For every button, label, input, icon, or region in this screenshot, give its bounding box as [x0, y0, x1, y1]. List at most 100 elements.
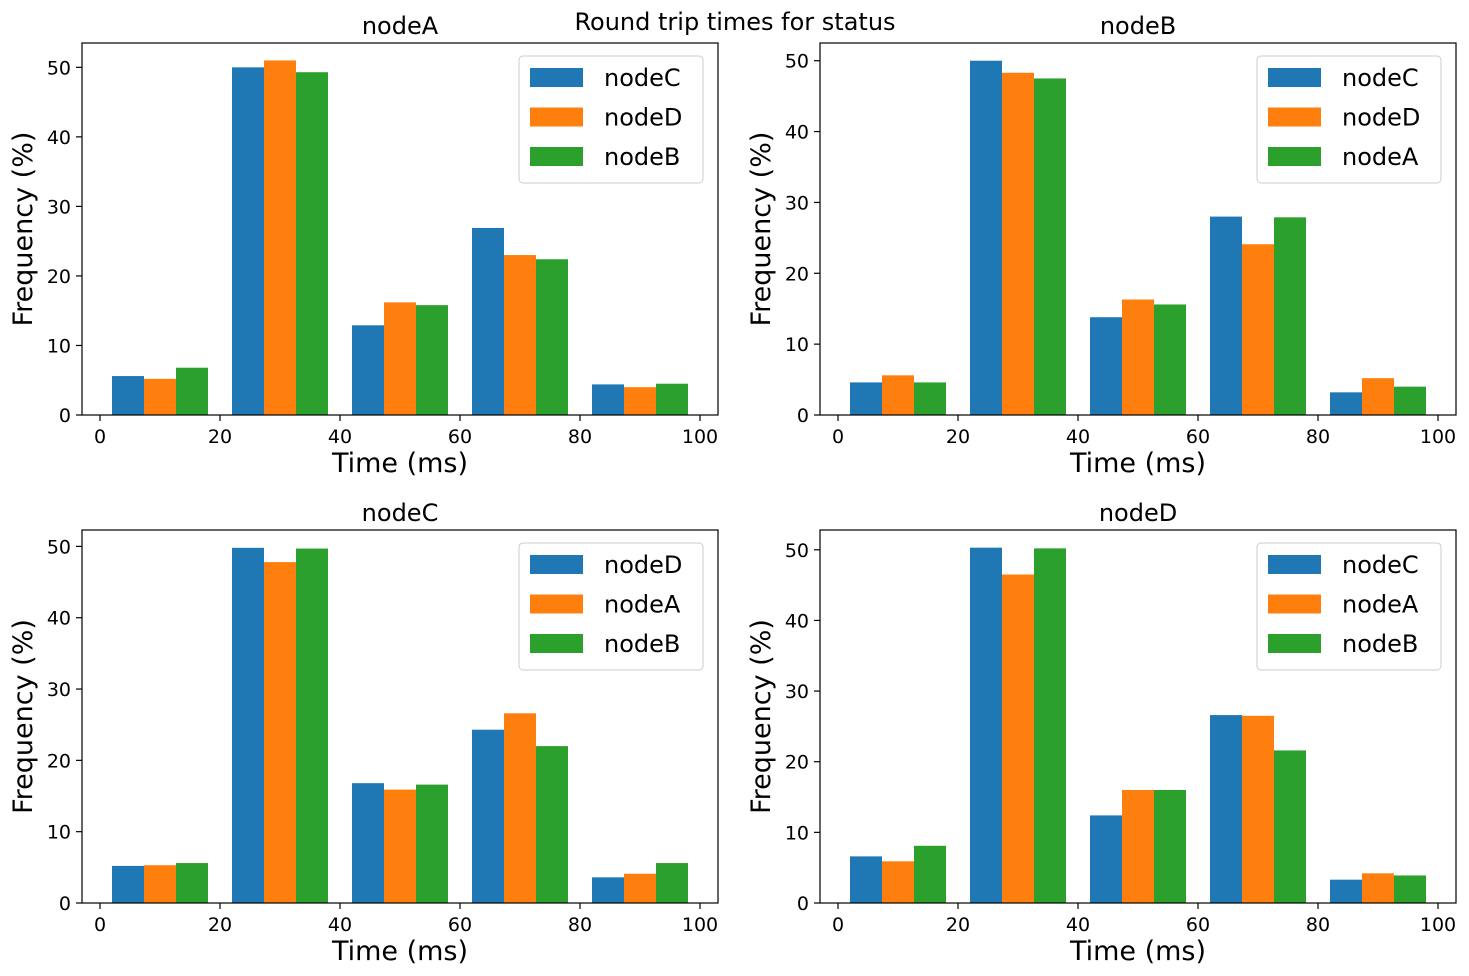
legend: nodeC nodeD nodeB: [518, 55, 704, 184]
bar-nodeA-bin-3: [1122, 789, 1154, 903]
bar-nodeC-bin-4: [1210, 216, 1242, 415]
legend-swatch-nodeC: [1268, 555, 1321, 574]
subplot-nodeA: 0 20 40 60 80 100 0 10 20 30 40 50 nodeA Time (ms) Fre…: [8, 12, 719, 479]
bar-nodeB-bin-5: [656, 383, 688, 415]
legend-label-nodeB: nodeB: [604, 143, 680, 171]
legend-swatch-nodeB: [530, 147, 583, 166]
bar-nodeB-bin-2: [296, 72, 328, 415]
bar-nodeA-bin-2: [264, 562, 296, 903]
x-tick-label: 0: [94, 914, 106, 936]
bar-nodeB-bin-2: [296, 548, 328, 903]
y-tick-label: 20: [785, 263, 809, 285]
legend-swatch-nodeB: [530, 634, 583, 653]
legend-label-nodeB: nodeB: [1342, 630, 1418, 658]
x-tick-label: 80: [1306, 426, 1330, 448]
bar-nodeA-bin-1: [144, 865, 176, 903]
bar-nodeD-bin-5: [624, 387, 656, 415]
bar-nodeD-bin-3: [1122, 299, 1154, 415]
bar-nodeD-bin-4: [504, 255, 536, 415]
y-tick-label: 40: [785, 122, 809, 144]
figure-suptitle: Round trip times for status: [574, 8, 895, 36]
bar-nodeA-bin-1: [914, 382, 946, 415]
x-axis-label: Time (ms): [1069, 936, 1206, 967]
x-tick-label: 20: [946, 426, 970, 448]
y-tick-label: 50: [47, 536, 71, 558]
bar-nodeB-bin-5: [656, 863, 688, 903]
bar-nodeA-bin-2: [1002, 574, 1034, 903]
subplot-title: nodeA: [362, 12, 439, 40]
x-tick-label: 40: [328, 426, 352, 448]
bar-nodeD-bin-2: [1002, 72, 1034, 415]
x-tick-label: 20: [946, 914, 970, 936]
legend-label-nodeD: nodeD: [1342, 104, 1420, 132]
legend-swatch-nodeA: [530, 594, 583, 614]
y-tick-label: 20: [47, 750, 71, 772]
bar-nodeD-bin-1: [882, 375, 914, 415]
y-tick-label: 0: [797, 405, 809, 427]
bar-nodeC-bin-1: [850, 382, 882, 415]
legend-swatch-nodeC: [530, 68, 583, 87]
subplot-nodeC: 0 20 40 60 80 100 0 10 20 30 40 50 nodeC Time (ms) Fre…: [8, 499, 719, 967]
x-tick-label: 60: [448, 426, 472, 448]
bar-nodeC-bin-2: [970, 60, 1002, 416]
x-tick-label: 80: [568, 914, 592, 936]
bar-nodeA-bin-3: [384, 789, 416, 903]
x-tick-label: 40: [1066, 914, 1090, 936]
bar-nodeD-bin-1: [144, 378, 176, 415]
x-tick-label: 0: [94, 426, 106, 448]
x-tick-label: 20: [208, 914, 232, 936]
bar-nodeB-bin-4: [536, 259, 568, 415]
x-tick-label: 100: [682, 914, 718, 936]
x-tick-label: 100: [1420, 426, 1456, 448]
y-tick-label: 10: [47, 335, 71, 357]
x-tick-label: 100: [682, 426, 718, 448]
y-tick-label: 30: [47, 679, 71, 701]
bar-nodeD-bin-2: [264, 60, 296, 415]
bar-nodeD-bin-4: [1242, 244, 1274, 415]
bar-nodeB-bin-5: [1394, 875, 1426, 903]
legend-label-nodeB: nodeB: [604, 630, 680, 658]
bar-nodeD-bin-1: [112, 865, 144, 903]
x-tick-label: 20: [208, 426, 232, 448]
bar-nodeC-bin-4: [472, 227, 504, 415]
y-tick-label: 50: [785, 540, 809, 562]
bar-nodeC-bin-3: [352, 325, 384, 415]
bar-nodeB-bin-4: [1274, 750, 1306, 903]
bar-nodeD-bin-5: [1362, 378, 1394, 415]
y-tick-label: 10: [785, 822, 809, 844]
bar-nodeC-bin-3: [1090, 317, 1122, 415]
bar-nodeA-bin-5: [624, 873, 656, 903]
y-tick-label: 0: [59, 893, 71, 915]
bar-nodeB-bin-1: [176, 367, 208, 415]
legend-swatch-nodeA: [1268, 147, 1321, 166]
bar-nodeA-bin-4: [1242, 715, 1274, 903]
legend-label-nodeC: nodeC: [1342, 64, 1419, 92]
subplot-nodeB: 0 20 40 60 80 100 0 10 20 30 40 50 nodeB Time (ms) Fre…: [746, 12, 1457, 479]
bar-nodeC-bin-5: [1330, 879, 1362, 903]
bar-nodeA-bin-2: [1034, 78, 1066, 416]
bar-nodeA-bin-3: [1154, 304, 1186, 415]
x-tick-label: 60: [1186, 914, 1210, 936]
bar-nodeB-bin-1: [914, 845, 946, 903]
y-tick-label: 40: [47, 608, 71, 630]
subplot-title: nodeC: [362, 499, 439, 527]
x-tick-label: 100: [1420, 914, 1456, 936]
y-tick-label: 40: [785, 610, 809, 632]
x-axis-label: Time (ms): [1069, 448, 1206, 479]
subplot-title: nodeB: [1100, 12, 1176, 40]
bar-nodeC-bin-2: [970, 547, 1002, 903]
legend-swatch-nodeD: [1268, 107, 1321, 127]
bar-nodeA-bin-5: [1362, 873, 1394, 903]
x-tick-label: 80: [568, 426, 592, 448]
x-axis-label: Time (ms): [331, 936, 468, 967]
x-tick-label: 60: [448, 914, 472, 936]
y-tick-label: 20: [785, 752, 809, 774]
y-tick-label: 10: [785, 334, 809, 356]
legend-label-nodeC: nodeC: [1342, 551, 1419, 579]
legend-label-nodeD: nodeD: [604, 551, 682, 579]
x-tick-label: 40: [328, 914, 352, 936]
x-tick-label: 0: [832, 914, 844, 936]
legend-swatch-nodeD: [530, 107, 583, 127]
